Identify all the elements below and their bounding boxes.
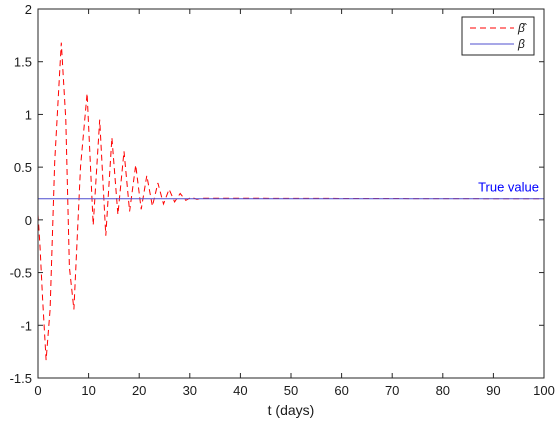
- y-tick-label: -1: [20, 318, 32, 333]
- y-tick-label: 0: [25, 213, 32, 228]
- series-layer: [37, 42, 545, 361]
- legend-label: β: [517, 37, 525, 51]
- x-tick-label: 20: [132, 383, 146, 398]
- x-tick-label: 50: [284, 383, 298, 398]
- x-tick-label: 0: [34, 383, 41, 398]
- x-tick-label: 80: [436, 383, 450, 398]
- y-tick-label: -1.5: [10, 371, 32, 386]
- x-tick-label: 40: [233, 383, 247, 398]
- y-tick-label: 0.5: [14, 160, 32, 175]
- y-tick-label: 1: [25, 107, 32, 122]
- x-tick-label: 60: [334, 383, 348, 398]
- x-tick-label: 10: [81, 383, 95, 398]
- legend-box: [461, 16, 535, 56]
- x-axis-label: t (days): [268, 402, 315, 418]
- legend: β̂ β: [461, 16, 535, 56]
- plot-frame: [37, 8, 545, 379]
- legend-label: β̂: [517, 21, 527, 35]
- y-tick-label: 2: [25, 2, 32, 17]
- x-tick-label: 100: [533, 383, 555, 398]
- series-line-beta-hat: [37, 42, 545, 361]
- x-tick-label: 90: [486, 383, 500, 398]
- annotation-true-value: True value: [478, 180, 539, 195]
- x-tick-label: 30: [183, 383, 197, 398]
- y-tick-label: 1.5: [14, 55, 32, 70]
- x-tick-label: 70: [385, 383, 399, 398]
- axes-layer: 0 10 20 30 40 50 60 70 80 90 100 -1.5 -1 -0.5 0 0.5 1 1.5…: [10, 2, 555, 398]
- y-tick-label: -0.5: [10, 266, 32, 281]
